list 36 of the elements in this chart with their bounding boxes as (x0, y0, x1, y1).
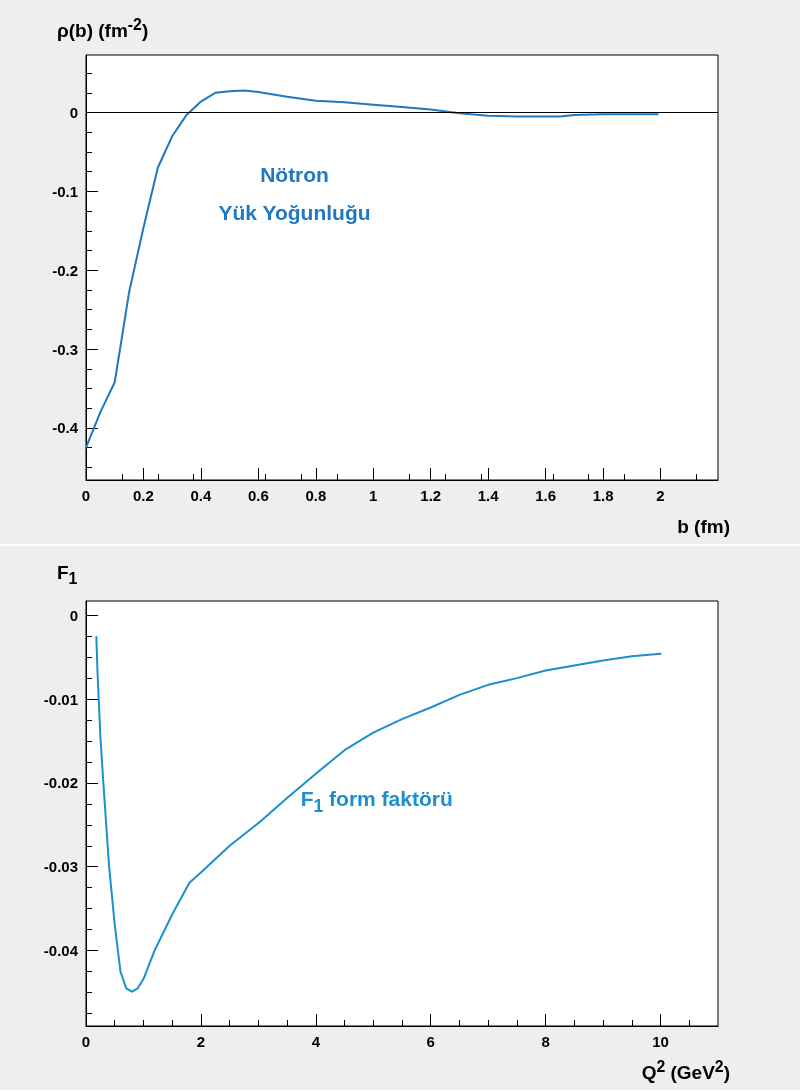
y-tick-label: 0 (69, 606, 78, 624)
line-series (85, 89, 659, 449)
annotation: Yük Yoğunluğu (218, 200, 371, 225)
x-tick-label: 0.4 (190, 487, 212, 504)
y-tick-label: -0.4 (52, 419, 79, 437)
y-tick-label: -0.1 (52, 182, 78, 200)
y-tick-label: -0.03 (43, 858, 78, 876)
y-tick-label: -0.04 (43, 942, 79, 960)
x-tick-label: 1.6 (535, 487, 557, 504)
x-tick-label: 1.2 (420, 487, 442, 504)
x-tick-label: 0.2 (133, 487, 154, 504)
y-axis-title: ρ(b) (fm$^{-2}$) (57, 16, 149, 43)
x-tick-label: 0 (81, 1033, 91, 1050)
y-tick-label: -0.3 (52, 340, 78, 358)
annotation: F$_{1}$ form faktörü (300, 787, 453, 817)
annotation: Nötron (260, 162, 329, 187)
y-tick-label: -0.2 (52, 261, 78, 279)
x-tick-label: 0.6 (247, 487, 269, 504)
x-tick-label: 10 (652, 1033, 669, 1050)
x-tick-label: 2 (196, 1033, 206, 1050)
line-series (95, 636, 662, 993)
y-tick-label: 0 (69, 104, 78, 122)
x-tick-label: 0.8 (305, 487, 327, 504)
x-axis-title: Q$^{2}$ (GeV$^{2}$) (641, 1057, 730, 1084)
x-tick-label: 4 (311, 1033, 321, 1050)
x-tick-label: 1.4 (477, 487, 500, 504)
x-tick-label: 2 (656, 487, 665, 504)
x-tick-label: 1.8 (592, 487, 614, 504)
y-tick-label: -0.02 (43, 774, 78, 792)
y-tick-label: -0.01 (43, 690, 78, 708)
x-tick-label: 0 (81, 487, 91, 504)
x-tick-label: 8 (541, 1033, 550, 1050)
x-axis-title: b (fm) (677, 516, 730, 538)
x-tick-label: 1 (369, 487, 378, 504)
y-axis-title: F$_{1}$ (57, 562, 78, 588)
x-tick-label: 6 (426, 1033, 435, 1050)
